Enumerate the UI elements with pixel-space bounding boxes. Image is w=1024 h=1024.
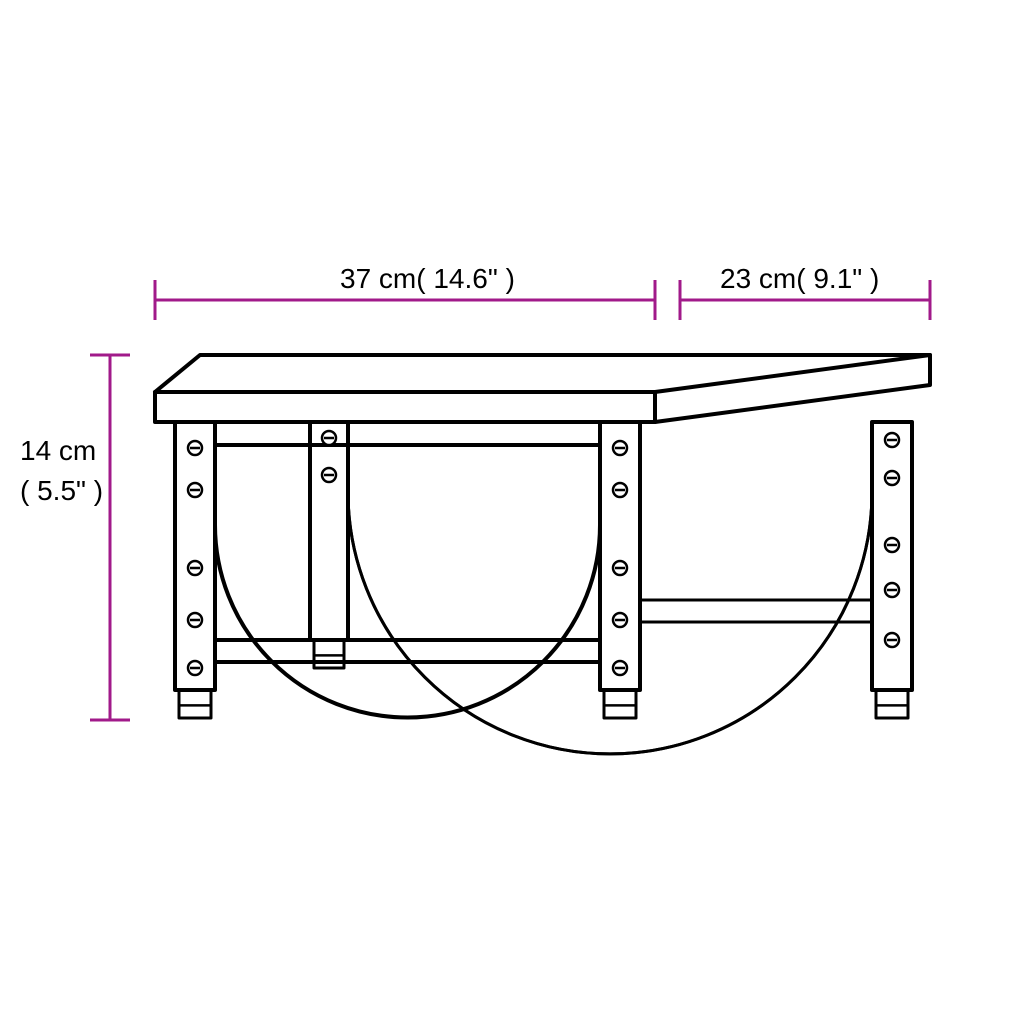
- dim-height-label-cm: 14 cm: [20, 435, 96, 466]
- leg-back-left: [310, 422, 348, 640]
- leg-front-left-foot: [179, 690, 211, 718]
- leg-back-right: [872, 422, 912, 690]
- apron-front: [215, 445, 600, 718]
- product-drawing: [155, 355, 930, 754]
- tabletop-top: [155, 355, 930, 392]
- leg-back-right-foot: [876, 690, 908, 718]
- tabletop-right-edge: [655, 355, 930, 422]
- dim-width-label: 37 cm( 14.6" ): [340, 263, 515, 294]
- leg-front-right: [600, 422, 640, 690]
- leg-front-right-foot: [604, 690, 636, 718]
- leg-front-left: [175, 422, 215, 690]
- stretcher-back: [640, 600, 872, 622]
- dim-depth-label: 23 cm( 9.1" ): [720, 263, 879, 294]
- dim-height-label-in: ( 5.5" ): [20, 475, 103, 506]
- tabletop-front-edge: [155, 392, 655, 422]
